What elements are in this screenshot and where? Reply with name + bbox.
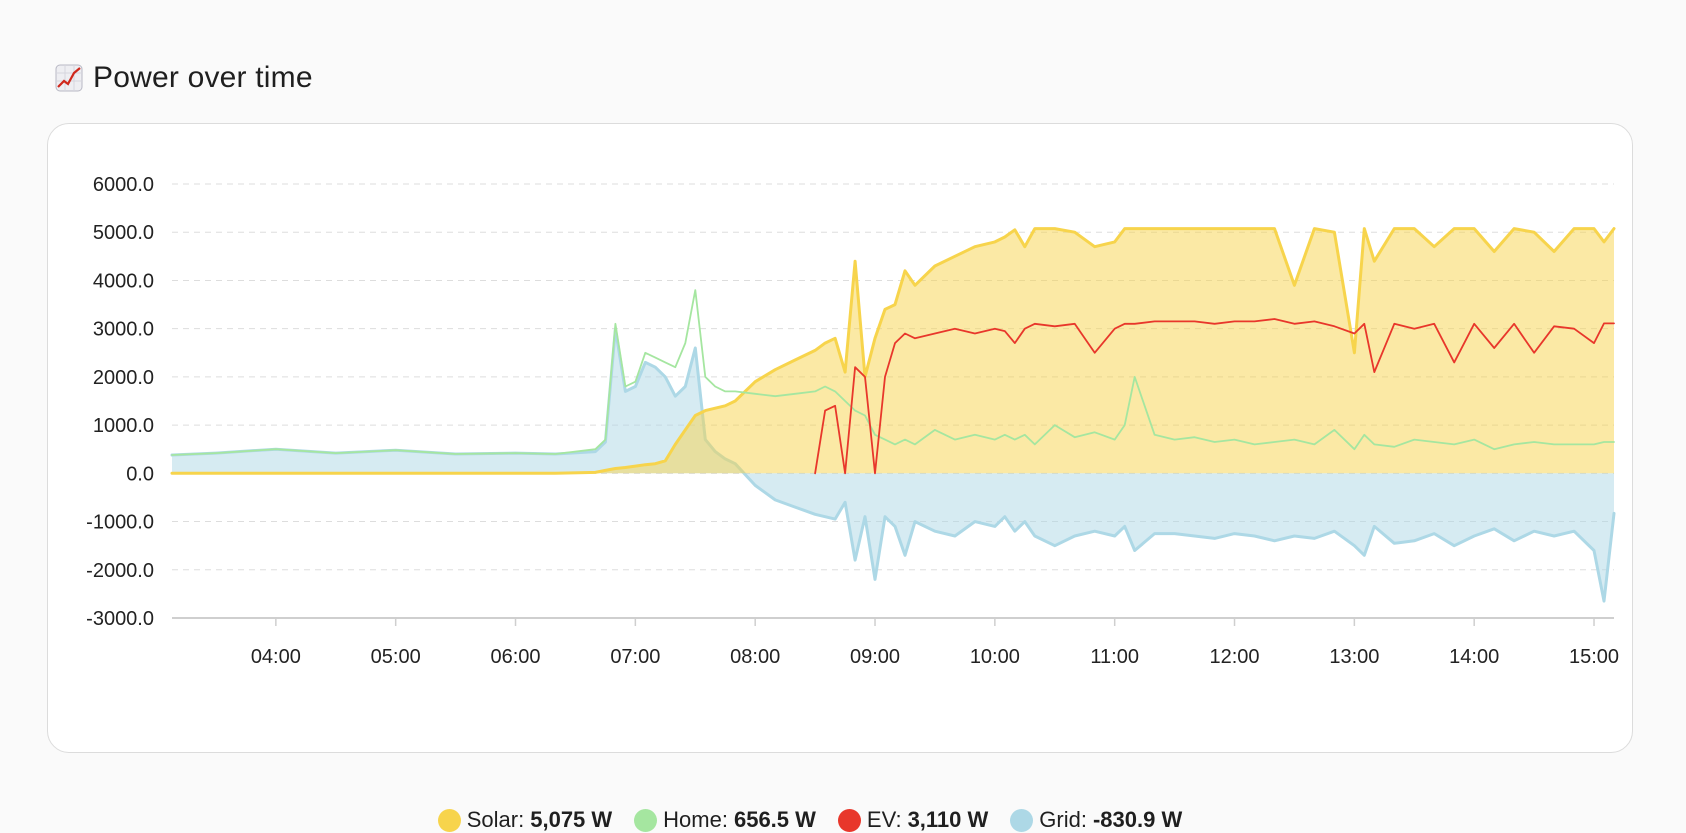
y-tick-label: 0.0 (126, 463, 154, 485)
y-tick-label: -1000.0 (86, 512, 154, 534)
y-tick-label: 2000.0 (93, 367, 154, 389)
series-area-grid (172, 328, 1614, 602)
y-tick-label: 1000.0 (93, 415, 154, 437)
series-line-home (171, 289, 1615, 456)
legend-item-solar[interactable]: Solar: 5,075 W (437, 807, 613, 833)
x-tick-label: 04:00 (251, 646, 301, 668)
chart-legend: Solar: 5,075 W Home: 656.5 W EV: 3,110 W… (18, 807, 1602, 833)
legend-value: -830.9 W (1092, 807, 1183, 832)
legend-label: Home: (663, 807, 728, 832)
legend-label: Solar: (466, 807, 525, 832)
y-tick-label: 5000.0 (93, 222, 154, 244)
legend-label: Grid: (1039, 807, 1087, 832)
x-tick-label: 14:00 (1449, 646, 1499, 668)
x-tick-label: 12:00 (1209, 646, 1259, 668)
x-tick-label: 10:00 (970, 646, 1020, 668)
y-tick-label: 4000.0 (93, 270, 154, 292)
series-line-ev (814, 318, 1615, 475)
legend-value: 656.5 W (733, 807, 816, 832)
series-line-solar (170, 227, 1616, 475)
series-line-grid (170, 327, 1616, 603)
y-tick-label: 3000.0 (93, 319, 154, 341)
x-tick-label: 11:00 (1090, 646, 1139, 668)
chart-increasing-icon (55, 64, 83, 92)
section-header: Power over time (55, 58, 313, 98)
x-tick-label: 09:00 (850, 646, 900, 668)
legend-value: 3,110 W (907, 807, 989, 832)
y-tick-label: -3000.0 (86, 608, 154, 630)
x-tick-label: 05:00 (371, 646, 421, 668)
legend-value: 5,075 W (530, 807, 613, 832)
x-tick-label: 06:00 (490, 646, 540, 668)
power-chart: 6000.0 5000.0 4000.0 3000.0 2000.0 1000.0 0.0 -… (86, 174, 1619, 668)
x-tick-label: 08:00 (730, 646, 780, 668)
y-tick-label: 6000.0 (93, 174, 154, 196)
legend-item-ev[interactable]: EV: 3,110 W (837, 807, 989, 833)
legend-label: EV: (866, 807, 902, 832)
x-tick-label: 15:00 (1569, 646, 1619, 668)
x-tick-label: 13:00 (1329, 646, 1379, 668)
legend-item-grid[interactable]: Grid: -830.9 W (1010, 807, 1182, 833)
legend-item-home[interactable]: Home: 656.5 W (634, 807, 816, 833)
x-tick-label: 07:00 (610, 646, 660, 668)
y-tick-label: -2000.0 (86, 560, 154, 582)
chart-card: 6000.0 5000.0 4000.0 3000.0 2000.0 1000.0 0.0 -… (47, 123, 1633, 832)
page-title: Power over time (93, 61, 313, 94)
